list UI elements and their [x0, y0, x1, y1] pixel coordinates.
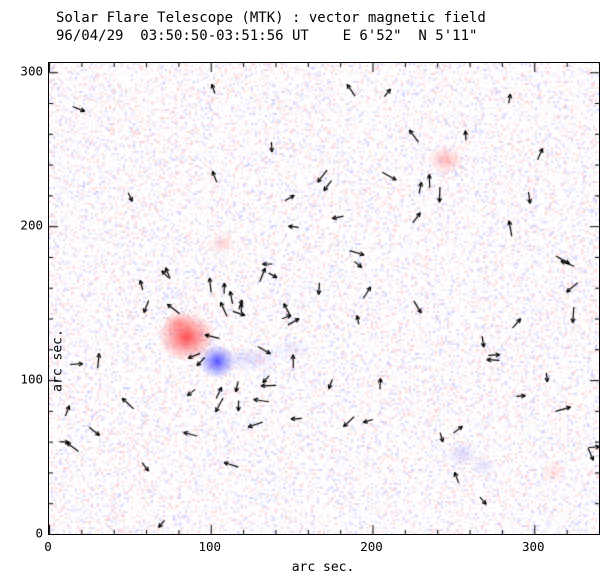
y-axis-label: arc sec.: [50, 329, 66, 392]
x-tick-label: 100: [198, 539, 222, 554]
x-tick-label: 300: [521, 539, 545, 554]
x-tick-label: 0: [44, 539, 52, 554]
y-tick-label: 0: [35, 525, 43, 541]
plot-area: arc sec.: [48, 62, 600, 535]
magnetogram-canvas: [49, 63, 599, 534]
x-axis-label: arc sec.: [291, 560, 355, 575]
figure-subtitle-datetime: 96/04/29 03:50:50-03:51:56 UT E 6'52" N …: [56, 28, 478, 44]
y-tick-label: 100: [20, 371, 43, 387]
y-tick-label: 200: [20, 217, 43, 233]
figure-title: Solar Flare Telescope (MTK) : vector mag…: [56, 10, 486, 26]
y-tick-label: 300: [20, 63, 43, 79]
x-tick-label: 200: [360, 539, 383, 554]
